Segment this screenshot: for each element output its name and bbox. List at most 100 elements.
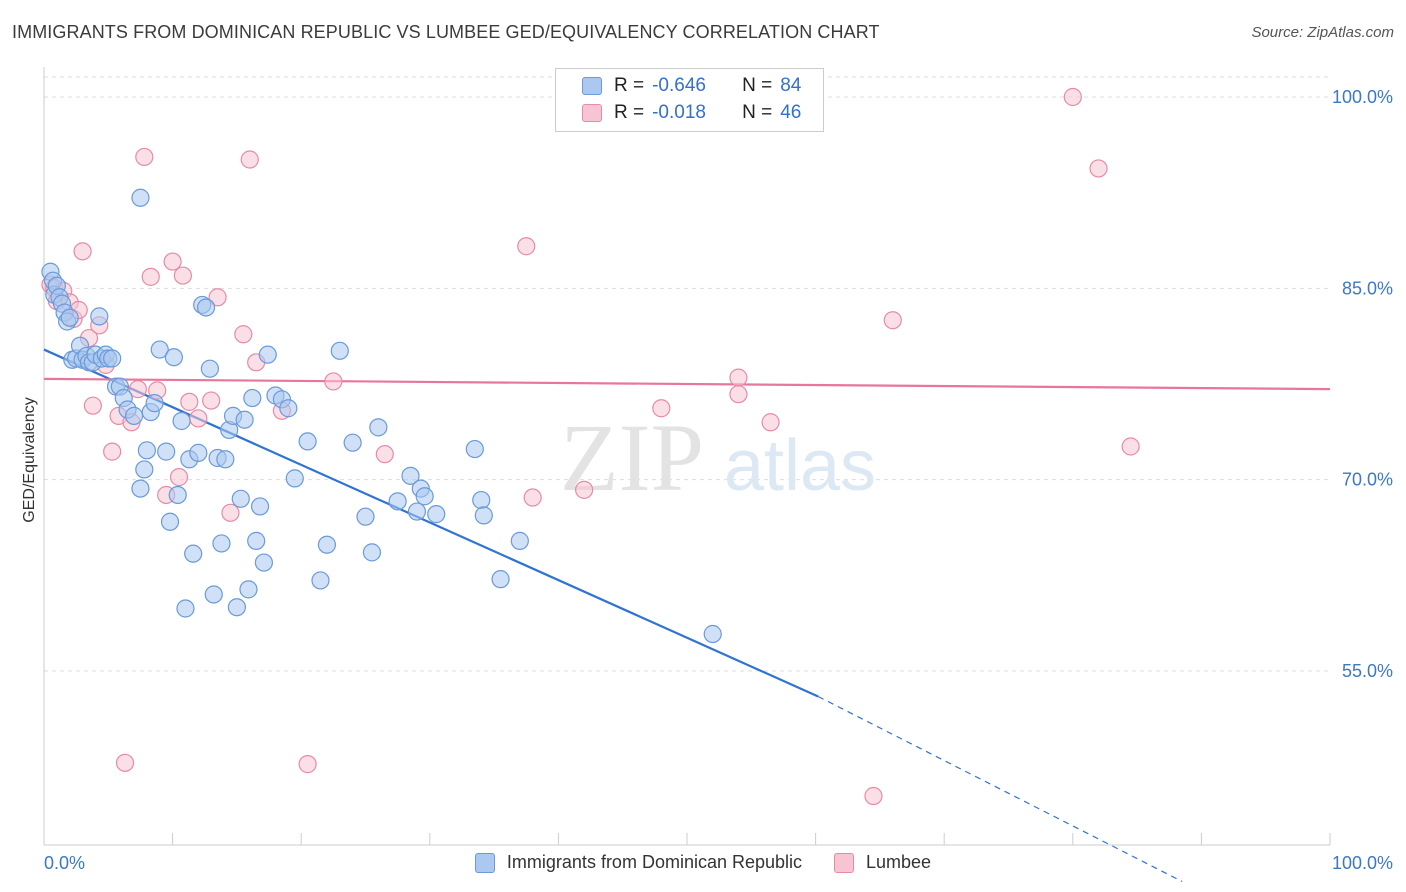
legend-swatch-pink	[582, 104, 602, 122]
legend-r-label: R =	[614, 102, 645, 123]
lumbee-point	[1063, 87, 1082, 107]
dominican-point	[212, 534, 231, 553]
dominican-point	[510, 531, 529, 550]
dominican-point	[131, 188, 150, 207]
dominican-point	[131, 479, 150, 498]
dominican-point	[204, 585, 223, 604]
x-tick-label: 100.0%	[1332, 853, 1393, 873]
y-axis-label: GED/Equivalency	[21, 397, 38, 523]
watermark-atlas: atlas	[724, 426, 876, 506]
dominican-trend-extension	[817, 695, 1183, 883]
lumbee-point	[135, 147, 154, 167]
dominican-point	[235, 410, 254, 429]
lumbee-point	[1121, 437, 1140, 456]
dominican-point	[60, 308, 79, 327]
dominican-point	[258, 345, 277, 364]
dominican-point	[415, 487, 434, 506]
lumbee-point	[141, 267, 160, 286]
dominican-point	[231, 489, 250, 508]
lumbee-point	[761, 413, 780, 432]
dominican-point	[227, 598, 246, 617]
dominican-point	[196, 298, 216, 317]
dominican-point	[472, 490, 491, 510]
bottom-legend-label: Immigrants from Dominican Republic	[506, 852, 803, 872]
grid-layer	[44, 76, 1330, 672]
dominican-point	[491, 570, 510, 589]
dominican-point	[172, 411, 191, 431]
dominican-point	[254, 553, 274, 572]
lumbee-point	[240, 150, 259, 169]
lumbee-point	[729, 385, 748, 404]
dominican-point	[279, 399, 298, 418]
watermark: ZIP atlas	[560, 404, 876, 511]
legend-n-label: N =	[742, 102, 773, 123]
lumbee-point	[298, 755, 317, 774]
lumbee-point	[883, 311, 902, 330]
lumbee-trend-line	[43, 377, 1331, 391]
y-tick-label: 70.0%	[1342, 470, 1393, 490]
dominican-point	[369, 418, 388, 437]
dominican-point	[465, 439, 484, 459]
bottom-legend-item-dominican: Immigrants from Dominican Republic	[474, 852, 803, 873]
lumbee-point	[128, 380, 147, 399]
dominican-point	[343, 433, 362, 452]
dominican-point	[317, 535, 337, 554]
chart-title: IMMIGRANTS FROM DOMINICAN REPUBLIC VS LU…	[12, 22, 880, 42]
dominican-point	[135, 460, 154, 479]
dominican-point	[407, 502, 427, 521]
dominican-point	[157, 442, 176, 461]
lumbee-point	[324, 372, 343, 391]
dominican-point	[200, 359, 219, 378]
dominican-point	[137, 441, 156, 460]
legend-n-value: 46	[780, 102, 802, 123]
lumbee-point	[652, 399, 671, 418]
dominican-point	[703, 624, 722, 644]
legend-swatch-blue	[582, 77, 602, 95]
lumbee-point	[523, 488, 542, 507]
y-tick-label: 100.0%	[1332, 87, 1393, 107]
axes-layer	[43, 67, 1331, 846]
dominican-point	[168, 485, 187, 505]
dominican-point	[388, 492, 407, 511]
legend-row-pink: R = -0.018 N = 46	[582, 101, 801, 125]
dominican-point	[160, 512, 180, 531]
bottom-legend-swatch-pink	[834, 852, 855, 873]
legend-r-label: R =	[614, 75, 645, 96]
legend-r-value: -0.646	[652, 75, 706, 96]
dominican-point	[401, 466, 420, 485]
dominican-point	[189, 443, 208, 462]
bottom-legend-swatch-blue	[474, 852, 495, 873]
lumbee-point	[180, 392, 199, 411]
legend-r-value: -0.018	[652, 102, 706, 123]
dominican-point	[356, 507, 375, 526]
lumbee-point	[221, 503, 240, 522]
y-tick-label: 85.0%	[1342, 278, 1393, 298]
trend-layer	[43, 348, 1331, 883]
y-tick-label: 55.0%	[1342, 661, 1393, 681]
dominican-point	[362, 543, 382, 562]
lumbee-point	[169, 468, 189, 487]
bottom-legend-label: Lumbee	[866, 852, 932, 872]
dominican-point	[176, 599, 195, 618]
legend: R = -0.646 N = 84 R = -0.018 N = 46	[555, 68, 824, 132]
lumbee-point	[729, 368, 748, 387]
lumbee-point	[864, 786, 883, 806]
lumbee-point	[575, 480, 594, 499]
dominican-point	[474, 506, 493, 525]
lumbee-point	[103, 442, 122, 461]
lumbee-point	[73, 242, 92, 261]
x-tick-label: 0.0%	[44, 853, 85, 873]
dominican-point	[90, 307, 109, 326]
lumbee-point	[234, 325, 253, 344]
lumbee-point	[163, 252, 182, 271]
legend-row-blue: R = -0.646 N = 84	[582, 74, 801, 98]
lumbee-point	[189, 409, 208, 428]
dominican-point	[239, 580, 258, 599]
dominican-point	[243, 388, 262, 408]
dominican-point	[311, 571, 330, 590]
dominican-point	[298, 432, 317, 451]
lumbee-point	[375, 445, 394, 464]
source-credit: Source: ZipAtlas.com	[1251, 24, 1394, 41]
dominican-point	[150, 340, 169, 359]
